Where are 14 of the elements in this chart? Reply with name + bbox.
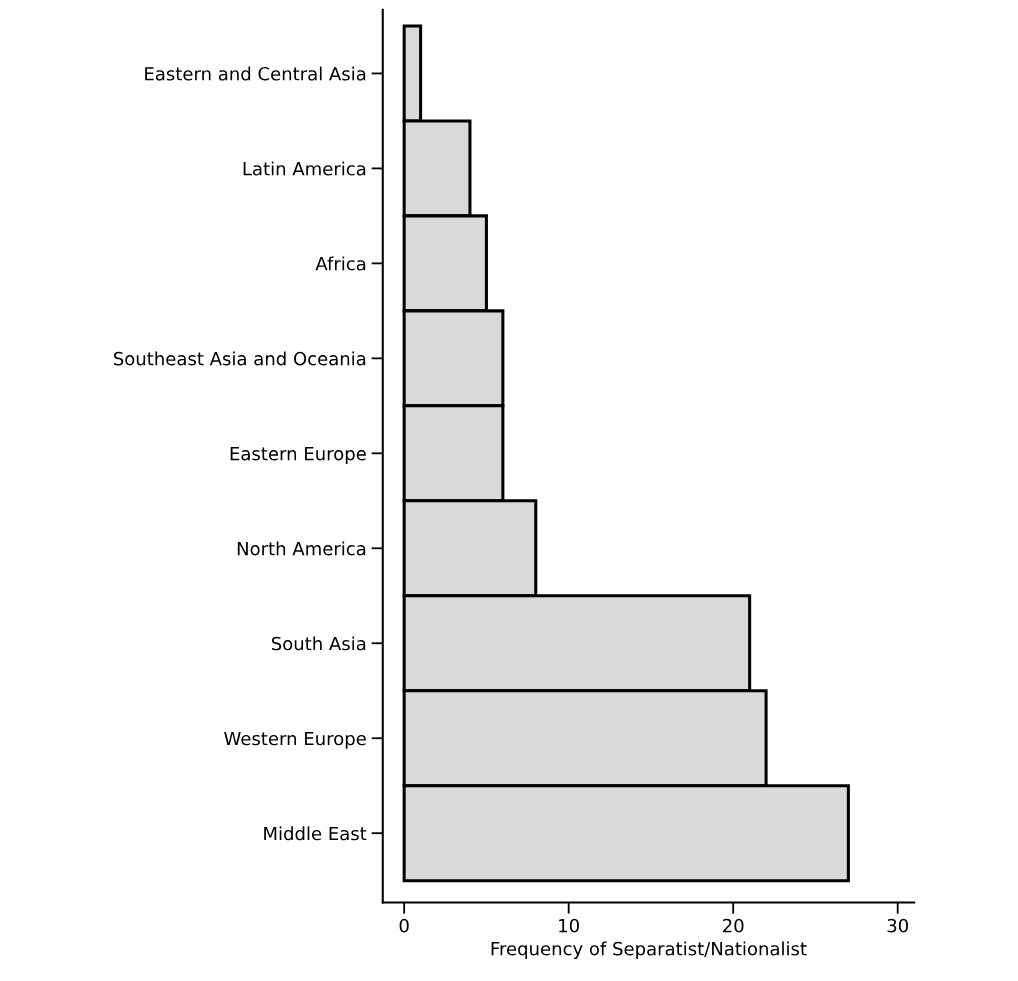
- x-tick-label: 10: [559, 918, 579, 933]
- y-tick-label: Africa: [315, 256, 366, 271]
- y-tick-label: North America: [237, 541, 366, 556]
- y-tick-label: Southeast Asia and Oceania: [113, 351, 366, 366]
- y-tick-label: South Asia: [271, 636, 366, 651]
- y-tick-label: Latin America: [243, 161, 366, 176]
- x-tick-label: 30: [887, 918, 908, 933]
- y-tick-label: Eastern Europe: [230, 447, 366, 464]
- y-tick-label: Eastern and Central Asia: [145, 66, 366, 81]
- x-tick-label: 20: [723, 918, 744, 933]
- x-tick-label: 0: [399, 918, 409, 933]
- x-axis-title: Frequency of Separatist/Nationalist: [491, 941, 807, 959]
- y-tick-label: Western Europe: [224, 731, 366, 749]
- y-tick-label: Middle East: [264, 826, 367, 841]
